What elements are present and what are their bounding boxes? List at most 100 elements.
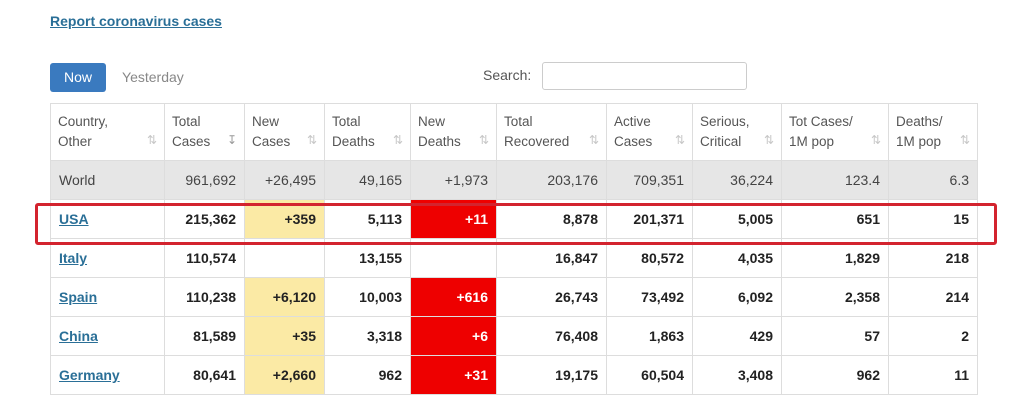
sort-icon: ⇅ — [959, 133, 970, 147]
country-link[interactable]: Germany — [59, 367, 120, 383]
col-active-cases[interactable]: Active Cases ⇅ — [606, 103, 693, 161]
sort-icon: ⇅ — [392, 133, 403, 147]
active-cases-cell: 709,351 — [606, 160, 693, 200]
col-new-cases[interactable]: New Cases ⇅ — [244, 103, 325, 161]
tab-yesterday[interactable]: Yesterday — [122, 69, 184, 85]
col-cases-per-million[interactable]: Tot Cases/1M pop ⇅ — [781, 103, 889, 161]
total-cases-cell: 215,362 — [164, 199, 245, 239]
total-recovered-cell: 16,847 — [496, 238, 607, 278]
header-line2: Cases — [172, 134, 211, 149]
new-deaths-cell: +1,973 — [410, 160, 497, 200]
total-recovered-cell: 76,408 — [496, 316, 607, 356]
serious-critical-cell: 429 — [692, 316, 782, 356]
sort-desc-icon: ↧ — [226, 133, 237, 147]
new-deaths-cell: +31 — [410, 355, 497, 395]
deaths-per-million-cell: 15 — [888, 199, 978, 239]
new-deaths-cell: +616 — [410, 277, 497, 317]
header-line2: Cases — [614, 134, 653, 149]
total-deaths-cell: 3,318 — [324, 316, 411, 356]
header-line1: Total — [504, 114, 533, 129]
total-cases-cell: 961,692 — [164, 160, 245, 200]
header-row: Country, Other ⇅ Total Cases ↧ New Cases ⇅ Tot… — [50, 103, 978, 161]
col-total-recovered[interactable]: Total Recovered ⇅ — [496, 103, 607, 161]
country-link[interactable]: Spain — [59, 289, 98, 305]
country-link[interactable]: China — [59, 328, 98, 344]
col-total-deaths[interactable]: Total Deaths ⇅ — [324, 103, 411, 161]
col-serious-critical[interactable]: Serious, Critical ⇅ — [692, 103, 782, 161]
cases-table: Country, Other ⇅ Total Cases ↧ New Cases ⇅ Tot… — [50, 103, 978, 395]
tab-now[interactable]: Now — [50, 62, 107, 92]
country-cell: Spain — [50, 277, 165, 317]
total-recovered-cell: 26,743 — [496, 277, 607, 317]
col-country[interactable]: Country, Other ⇅ — [50, 103, 165, 161]
sort-icon: ⇅ — [588, 133, 599, 147]
total-recovered-cell: 8,878 — [496, 199, 607, 239]
cases-per-million-cell: 2,358 — [781, 277, 889, 317]
table-row: China 81,589 +35 3,318 +6 76,408 1,863 4… — [50, 316, 978, 356]
search-label: Search: — [483, 67, 532, 83]
header-line2: 1M pop — [896, 134, 942, 149]
cases-per-million-cell: 123.4 — [781, 160, 889, 200]
country-cell: USA — [50, 199, 165, 239]
header-line1: Active — [614, 114, 651, 129]
col-total-cases[interactable]: Total Cases ↧ — [164, 103, 245, 161]
country-cell: Italy — [50, 238, 165, 278]
header-line2: 1M pop — [789, 134, 835, 149]
active-cases-cell: 201,371 — [606, 199, 693, 239]
header-line1: Total — [332, 114, 361, 129]
col-deaths-per-million[interactable]: Deaths/1M pop ⇅ — [888, 103, 978, 161]
cases-per-million-cell: 651 — [781, 199, 889, 239]
table-row: USA 215,362 +359 5,113 +11 8,878 201,371… — [50, 199, 978, 239]
new-deaths-cell — [410, 238, 497, 278]
total-deaths-cell: 10,003 — [324, 277, 411, 317]
header-line1: Deaths/ — [896, 114, 943, 129]
new-cases-cell: +26,495 — [244, 160, 325, 200]
country-link[interactable]: USA — [59, 211, 89, 227]
world-row: World 961,692 +26,495 49,165 +1,973 203,… — [50, 160, 978, 200]
sort-icon: ⇅ — [306, 133, 317, 147]
total-cases-cell: 110,238 — [164, 277, 245, 317]
deaths-per-million-cell: 214 — [888, 277, 978, 317]
serious-critical-cell: 5,005 — [692, 199, 782, 239]
total-deaths-cell: 49,165 — [324, 160, 411, 200]
country-link[interactable]: Italy — [59, 250, 88, 266]
active-cases-cell: 80,572 — [606, 238, 693, 278]
search-input[interactable] — [542, 62, 747, 90]
active-cases-cell: 60,504 — [606, 355, 693, 395]
header-line1: New — [252, 114, 280, 129]
sort-icon: ⇅ — [146, 133, 157, 147]
active-cases-cell: 73,492 — [606, 277, 693, 317]
header-line2: Cases — [252, 134, 291, 149]
sort-icon: ⇅ — [763, 133, 774, 147]
total-deaths-cell: 962 — [324, 355, 411, 395]
report-cases-link[interactable]: Report coronavirus cases — [50, 13, 222, 29]
header-line1: Tot Cases/ — [789, 114, 853, 129]
total-cases-cell: 110,574 — [164, 238, 245, 278]
cases-per-million-cell: 962 — [781, 355, 889, 395]
new-deaths-cell: +6 — [410, 316, 497, 356]
total-recovered-cell: 19,175 — [496, 355, 607, 395]
deaths-per-million-cell: 11 — [888, 355, 978, 395]
deaths-per-million-cell: 218 — [888, 238, 978, 278]
sort-icon: ⇅ — [674, 133, 685, 147]
col-new-deaths[interactable]: New Deaths ⇅ — [410, 103, 497, 161]
new-cases-cell: +2,660 — [244, 355, 325, 395]
new-cases-cell — [244, 238, 325, 278]
sort-icon: ⇅ — [870, 133, 881, 147]
header-line2: Deaths — [418, 134, 461, 149]
country-cell: Germany — [50, 355, 165, 395]
header-line2: Critical — [700, 134, 742, 149]
header-line2: Recovered — [504, 134, 570, 149]
header-line2: Other — [58, 134, 92, 149]
total-recovered-cell: 203,176 — [496, 160, 607, 200]
date-tabs: Now Yesterday — [50, 62, 184, 92]
table-row: Germany 80,641 +2,660 962 +31 19,175 60,… — [50, 355, 978, 395]
cases-per-million-cell: 1,829 — [781, 238, 889, 278]
header-line1: New — [418, 114, 446, 129]
country-cell: World — [50, 160, 165, 200]
serious-critical-cell: 3,408 — [692, 355, 782, 395]
header-line1: Country, — [58, 114, 109, 129]
header-line2: Deaths — [332, 134, 375, 149]
total-cases-cell: 81,589 — [164, 316, 245, 356]
serious-critical-cell: 4,035 — [692, 238, 782, 278]
